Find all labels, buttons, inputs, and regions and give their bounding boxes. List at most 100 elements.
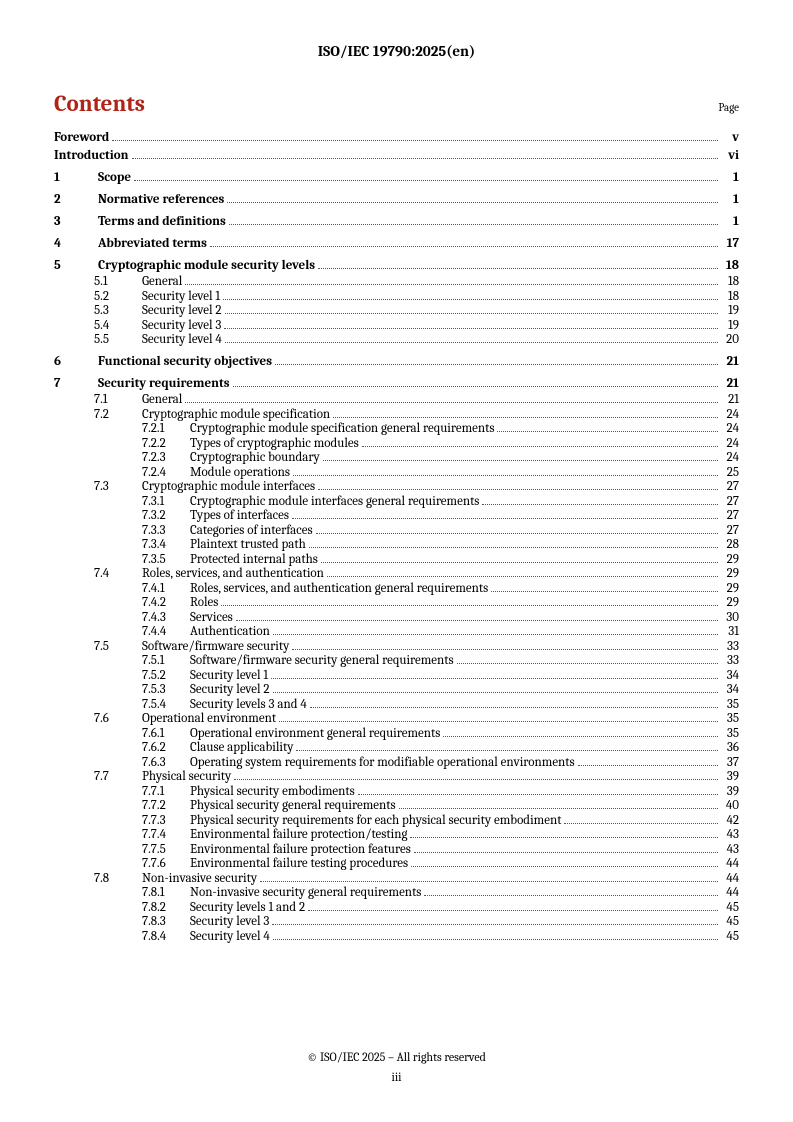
toc-leader <box>327 569 718 577</box>
toc-leader <box>318 261 718 269</box>
toc-section-title: General <box>142 393 182 406</box>
toc-entry: 1Scope1 <box>54 171 739 184</box>
toc-section-title: Security level 4 <box>190 930 270 943</box>
toc-page-number: 21 <box>721 393 739 406</box>
toc-leader <box>323 453 718 461</box>
toc-section-number: 7.8.1 <box>142 886 190 899</box>
toc-section-number: 7.7.5 <box>142 843 190 856</box>
toc-leader <box>273 931 718 939</box>
toc-entry: 7.6.1Operational environment general req… <box>54 727 739 740</box>
toc-page-number: 1 <box>721 215 739 228</box>
toc-page-number: 25 <box>721 466 739 479</box>
toc-entry: 7.7.6Environmental failure testing proce… <box>54 857 739 870</box>
toc-leader <box>132 151 718 159</box>
toc-page-number: 31 <box>721 625 739 638</box>
toc-leader <box>310 699 718 707</box>
toc-leader <box>279 714 718 722</box>
toc-leader <box>185 277 718 285</box>
toc-section-title: Security requirements <box>98 377 230 390</box>
toc-leader <box>410 830 718 838</box>
toc-leader <box>185 395 718 403</box>
toc-section-title: Categories of interfaces <box>190 524 313 537</box>
toc-section-number: 7.2.3 <box>142 451 190 464</box>
toc-leader <box>358 786 718 794</box>
toc-page-number: 44 <box>721 886 739 899</box>
toc-section-title: Normative references <box>98 193 224 206</box>
toc-section-number: 7.4 <box>94 567 142 580</box>
footer-page-number: iii <box>0 1070 793 1084</box>
toc-section-title: Cryptographic module interfaces <box>142 480 315 493</box>
toc-page-number: 29 <box>721 553 739 566</box>
toc-entry: 7.4.2Roles29 <box>54 596 739 609</box>
toc-page-number: 42 <box>721 814 739 827</box>
toc-page-number: 29 <box>721 596 739 609</box>
toc-section-number: 5 <box>54 259 98 272</box>
toc-leader <box>482 496 718 504</box>
toc-section-title: Cryptographic module security levels <box>98 259 315 272</box>
toc-entry: 7.2.2Types of cryptographic modules24 <box>54 437 739 450</box>
toc-page-number: 21 <box>721 377 739 390</box>
contents-title: Contents <box>54 90 145 117</box>
toc-section-number: 7.2.2 <box>142 437 190 450</box>
toc-page-number: 24 <box>721 408 739 421</box>
toc-section-number: 7.7.4 <box>142 828 190 841</box>
toc-leader <box>399 801 718 809</box>
toc-leader <box>333 409 718 417</box>
toc-section-number: 7 <box>54 377 98 390</box>
toc-entry: 4Abbreviated terms17 <box>54 237 739 250</box>
toc-section-title: Physical security embodiments <box>190 785 355 798</box>
toc-leader <box>424 888 718 896</box>
toc-section-number: 7.5 <box>94 640 142 653</box>
toc-section-title: Physical security requirements for each … <box>190 814 561 827</box>
toc-page-number: 19 <box>721 319 739 332</box>
toc-section-number: 5.3 <box>94 304 142 317</box>
toc-section-number: 7.3 <box>94 480 142 493</box>
toc-section-title: Security level 4 <box>142 333 222 346</box>
toc-page-number: 35 <box>721 712 739 725</box>
toc-page-number: 17 <box>721 237 739 250</box>
toc-page-number: 43 <box>721 828 739 841</box>
toc-entry: 7.4Roles, services, and authentication29 <box>54 567 739 580</box>
toc-page-number: 39 <box>721 770 739 783</box>
toc-entry: 7.2Cryptographic module specification24 <box>54 408 739 421</box>
toc-section-title: Terms and definitions <box>98 215 226 228</box>
toc-entry: 7.8.1Non-invasive security general requi… <box>54 886 739 899</box>
toc-leader <box>223 291 718 299</box>
toc-entry: 5.5Security level 420 <box>54 333 739 346</box>
toc-section-title: Environmental failure testing procedures <box>190 857 408 870</box>
toc-section-title: Security levels 1 and 2 <box>190 901 305 914</box>
toc-page-number: 24 <box>721 437 739 450</box>
toc-section-title: Roles, services, and authentication gene… <box>190 582 488 595</box>
toc-entry: 7.6.2Clause applicability36 <box>54 741 739 754</box>
toc-section-title: Non-invasive security general requiremen… <box>190 886 421 899</box>
toc-entry: 7.5.2Security level 134 <box>54 669 739 682</box>
toc-leader <box>457 656 718 664</box>
toc-section-number: 7.8 <box>94 872 142 885</box>
toc-page-number: 24 <box>721 422 739 435</box>
toc-entry: 7.6.3Operating system requirements for m… <box>54 756 739 769</box>
toc-section-title: Authentication <box>190 625 270 638</box>
toc-leader <box>411 859 718 867</box>
toc-entry: 2Normative references1 <box>54 193 739 206</box>
toc-section-number: 5.2 <box>94 290 142 303</box>
toc-page-number: 1 <box>721 193 739 206</box>
toc-leader <box>227 195 718 203</box>
toc-entry: 5.3Security level 219 <box>54 304 739 317</box>
toc-leader <box>275 357 718 365</box>
toc-entry: 7.3.1Cryptographic module interfaces gen… <box>54 495 739 508</box>
toc-entry: 7.3.5Protected internal paths29 <box>54 553 739 566</box>
toc-section-number: 5.5 <box>94 333 142 346</box>
toc-page-number: vi <box>721 149 739 162</box>
toc-entry: Forewordv <box>54 131 739 144</box>
toc-entry: 6Functional security objectives21 <box>54 355 739 368</box>
toc-leader <box>229 217 718 225</box>
toc-section-title: Environmental failure protection/testing <box>190 828 407 841</box>
toc-page-number: 21 <box>721 355 739 368</box>
toc-section-number: 7.7.3 <box>142 814 190 827</box>
toc-page-number: 27 <box>721 509 739 522</box>
toc-section-title: Scope <box>98 171 131 184</box>
toc-leader <box>578 757 718 765</box>
toc-section-number: 7.6.3 <box>142 756 190 769</box>
toc-section-title: Abbreviated terms <box>98 237 207 250</box>
toc-section-number: 7.5.4 <box>142 698 190 711</box>
